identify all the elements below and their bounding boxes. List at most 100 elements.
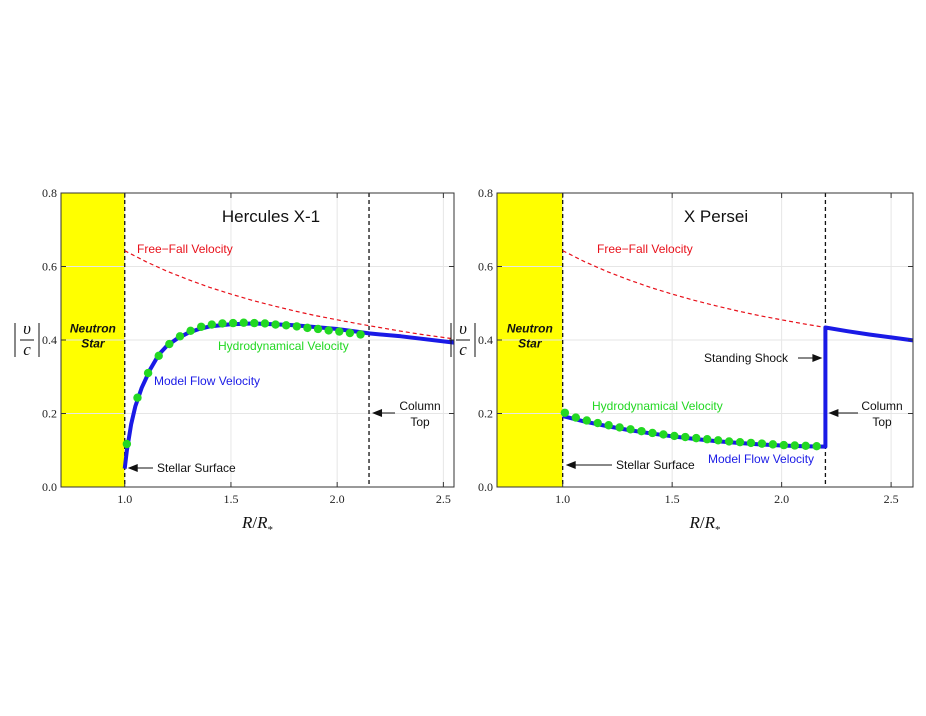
hydro-point — [175, 332, 185, 341]
hydro-point — [801, 441, 810, 451]
x-label-rstar: R — [704, 513, 716, 532]
hydro-point — [735, 437, 745, 447]
y-tick-label: 0.8 — [478, 186, 493, 200]
neutron-star-label-2: Star — [81, 337, 106, 351]
y-tick-label: 0.0 — [478, 480, 493, 494]
neutron-star-label-2: Star — [518, 337, 543, 351]
hydro-point — [281, 321, 291, 330]
series-model-flow — [562, 325, 914, 449]
hydro-point — [768, 440, 778, 449]
hydro-point — [207, 320, 217, 329]
hydro-point — [335, 327, 344, 336]
standing-shock-arrow — [798, 354, 823, 362]
column-top-arrow-head — [828, 409, 839, 417]
x-label-slash: / — [700, 513, 705, 532]
column-label-1: Column — [399, 399, 440, 413]
standing-shock-label: Standing Shock — [704, 351, 789, 365]
y-label-denominator: c — [459, 340, 467, 359]
x-tick-label: 1.5 — [665, 492, 680, 506]
stellar-surface-arrow-head — [127, 464, 138, 472]
x-tick-label: 1.0 — [117, 492, 132, 506]
y-tick-label: 0.2 — [478, 407, 493, 421]
neutron-star-label-1: Neutron — [507, 322, 553, 336]
hydro-point — [133, 393, 142, 402]
x-tick-label: 2.5 — [884, 492, 899, 506]
x-tick-label: 1.5 — [223, 492, 238, 506]
hydro-point — [681, 432, 690, 442]
y-tick-label: 0.6 — [42, 260, 57, 274]
x-axis-label: R/R* — [241, 513, 273, 536]
x-axis-label: R/R* — [688, 513, 720, 536]
chart-title: Hercules X-1 — [222, 207, 320, 226]
x-label-r: R — [241, 513, 253, 532]
hydro-point — [757, 439, 767, 448]
hydro-point — [122, 439, 132, 449]
x-tick-label: 1.0 — [555, 492, 570, 506]
hydro-point — [713, 436, 723, 445]
y-tick-label: 0.6 — [478, 260, 493, 274]
chart-panel-2: 1.0 1.5 2.0 2.5 0.0 0.2 0.4 0.6 0.8 υc R/R* Neutron… — [450, 186, 914, 536]
x-tick-label: 2.5 — [436, 492, 451, 506]
hydro-point — [637, 426, 646, 436]
model-flow-label: Model Flow Velocity — [708, 452, 814, 466]
hydro-point — [746, 438, 756, 448]
hydro-label: Hydrodynamical Velocity — [592, 399, 723, 413]
column-label-2: Top — [410, 415, 430, 429]
hydro-point — [692, 433, 701, 443]
y-axis-label: υc — [450, 319, 476, 359]
hydro-point — [250, 318, 259, 328]
hydro-point — [593, 418, 602, 428]
hydro-point — [271, 320, 280, 329]
y-tick-label: 0.8 — [42, 186, 57, 200]
hydro-point — [560, 408, 570, 417]
standing-shock-arrow-head — [812, 354, 823, 362]
hydro-point — [724, 437, 734, 446]
hydro-point — [218, 319, 227, 328]
hydro-point — [779, 440, 789, 450]
column-top-arrow-head — [372, 409, 383, 417]
hydro-point — [626, 425, 635, 434]
column-label-1: Column — [861, 399, 902, 413]
y-axis-label: υc — [14, 319, 40, 359]
x-label-subscript: * — [268, 524, 274, 536]
hydro-point — [790, 441, 799, 450]
series-free-fall — [562, 250, 914, 341]
hydro-point — [356, 330, 365, 339]
stellar-surface-label: Stellar Surface — [157, 461, 236, 475]
hydro-point — [582, 416, 591, 425]
hydro-point — [812, 442, 821, 451]
hydro-point — [702, 435, 712, 444]
model-flow-label: Model Flow Velocity — [154, 374, 260, 388]
y-tick-label: 0.4 — [42, 333, 57, 347]
x-tick-label: 2.0 — [774, 492, 789, 506]
hydro-point — [659, 430, 668, 439]
hydro-point — [165, 339, 174, 349]
free-fall-label: Free−Fall Velocity — [137, 242, 233, 256]
series-hydrodynamical — [560, 408, 821, 451]
series-free-fall — [124, 250, 455, 340]
x-tick-label: 2.0 — [330, 492, 345, 506]
column-top-arrow — [372, 409, 395, 417]
hydro-point — [670, 431, 679, 441]
y-tick-label: 0.4 — [478, 333, 493, 347]
hydro-point — [239, 318, 248, 327]
x-label-rstar: R — [256, 513, 268, 532]
hydro-point — [571, 413, 581, 422]
hydro-point — [615, 423, 624, 432]
y-label-numerator: υ — [459, 319, 467, 338]
hydro-point — [604, 421, 613, 430]
chart-panel-1: 1.0 1.5 2.0 2.50.00.20.40.60.8υcR/R*Neutron… — [14, 186, 455, 536]
y-tick-label: 0.0 — [42, 480, 57, 494]
hydro-point — [186, 326, 195, 336]
hydro-point — [313, 324, 323, 334]
hydro-point — [143, 368, 153, 378]
hydro-point — [228, 318, 238, 328]
series-hydrodynamical — [122, 318, 365, 449]
hydro-point — [303, 323, 312, 333]
x-label-r: R — [688, 513, 700, 532]
hydro-point — [197, 322, 206, 331]
stellar-surface-label: Stellar Surface — [616, 458, 695, 472]
stellar-surface-arrow-head — [565, 461, 576, 469]
stellar-surface-arrow — [565, 461, 612, 469]
hydro-point — [648, 428, 657, 438]
